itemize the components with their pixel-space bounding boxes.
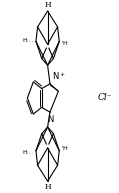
- Text: N$^+$: N$^+$: [52, 70, 66, 82]
- Text: H: H: [44, 1, 51, 9]
- Text: $'$H: $'$H: [61, 144, 69, 153]
- Text: Cl⁻: Cl⁻: [97, 93, 112, 102]
- Text: N: N: [47, 115, 54, 124]
- Text: H$_{...}$: H$_{...}$: [22, 148, 34, 157]
- Text: H$_{...}$: H$_{...}$: [22, 36, 34, 45]
- Text: $'$H: $'$H: [61, 40, 69, 48]
- Text: H: H: [44, 183, 51, 191]
